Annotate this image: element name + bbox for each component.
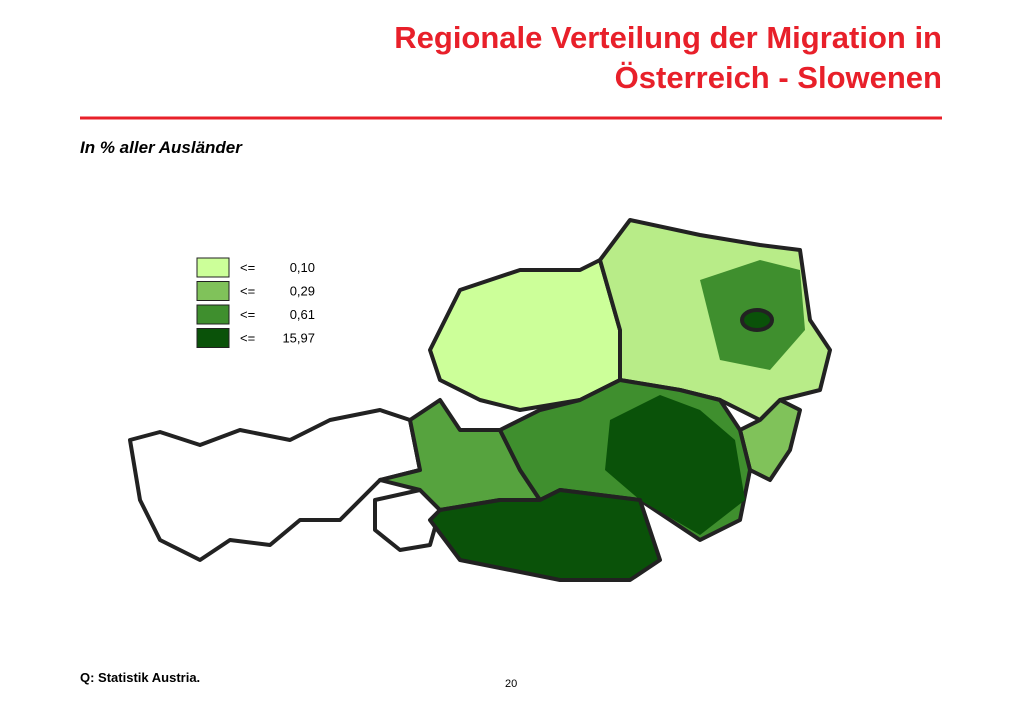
title-line: Regionale Verteilung der Migration in	[394, 20, 942, 55]
subtitle: In % aller Ausländer	[80, 138, 242, 157]
source: Q: Statistik Austria.	[80, 670, 201, 685]
legend-op: <=	[240, 284, 255, 299]
legend: <= 0,10 <= 0,29 <= 0,61 <= 15,97	[196, 257, 315, 348]
legend-swatch	[196, 328, 230, 348]
page-number: 20	[505, 678, 518, 690]
legend-swatch	[196, 257, 230, 278]
austria-map	[128, 218, 832, 582]
legend-op: <=	[240, 331, 255, 346]
legend-swatch	[196, 304, 230, 325]
legend-op: <=	[240, 260, 255, 275]
title-line: Österreich - Slowenen	[614, 60, 942, 95]
legend-swatch	[196, 281, 230, 301]
legend-label: 0,61	[290, 307, 315, 322]
burgenland	[738, 398, 802, 482]
legend-op: <=	[240, 307, 255, 322]
upper-austria	[428, 258, 622, 412]
tyrol	[128, 408, 422, 562]
legend-label: 0,29	[290, 284, 315, 299]
legend-label: 0,10	[290, 260, 315, 275]
title: Regionale Verteilung der Migration in Öst…	[394, 18, 942, 98]
carinthia	[428, 488, 662, 582]
legend-label: 15,97	[282, 331, 315, 346]
vienna	[740, 308, 774, 332]
